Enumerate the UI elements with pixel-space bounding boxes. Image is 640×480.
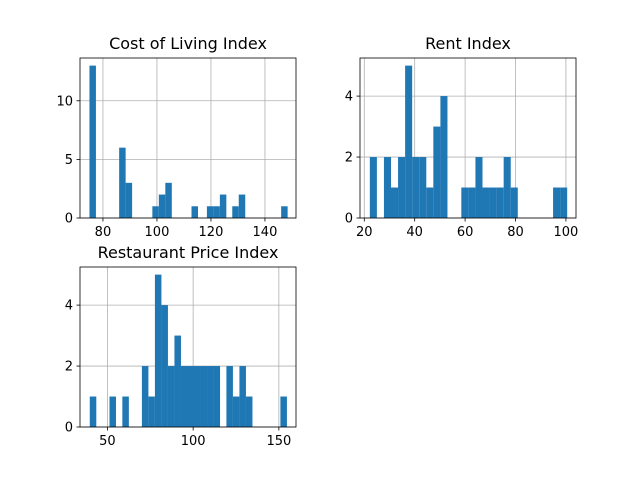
histogram-bar (238, 194, 246, 218)
histogram-bar (232, 206, 239, 218)
histogram-bar (383, 157, 392, 218)
x-axis-ticks: 50 100 150 (99, 427, 291, 449)
histogram-bar (187, 366, 194, 427)
histogram-bar (161, 305, 168, 427)
histogram-bar (482, 187, 490, 218)
histogram-bar (391, 187, 399, 218)
x-tick-label: 100 (181, 434, 206, 449)
subplot-title: Cost of Living Index (109, 34, 267, 53)
histogram-bar (560, 187, 568, 218)
histogram-bar (89, 396, 97, 427)
histogram-bar (461, 187, 469, 218)
y-tick-label: 2 (345, 151, 353, 166)
histogram-bar (89, 65, 96, 218)
histogram-bar (194, 366, 201, 427)
subplot-title: Rent Index (425, 34, 511, 53)
x-tick-label: 20 (356, 225, 373, 240)
y-tick-label: 0 (65, 421, 73, 436)
histogram-bar (496, 187, 504, 218)
x-axis-ticks: 20 40 60 80 100 (356, 218, 578, 240)
y-tick-label: 4 (345, 90, 353, 105)
histogram-bar (219, 194, 227, 218)
x-tick-label: 50 (99, 434, 116, 449)
x-tick-label: 100 (145, 225, 170, 240)
histogram-bar (489, 187, 497, 218)
x-tick-label: 80 (507, 225, 524, 240)
histogram-bar (412, 157, 420, 218)
subplot-cost-of-living: Cost of Living Index 80 100 120 140 0 5 10 (56, 34, 297, 240)
histogram-bars (89, 65, 288, 218)
subplot-rent: Rent Index 20 40 60 80 100 0 2 4 (345, 34, 579, 240)
histogram-bar (245, 396, 253, 427)
histogram-bar (167, 366, 175, 427)
y-tick-label: 0 (345, 212, 353, 227)
histogram-bar (426, 187, 434, 218)
x-tick-label: 60 (457, 225, 474, 240)
y-tick-label: 5 (65, 153, 73, 168)
histogram-bar (174, 335, 181, 427)
histogram-bar (503, 157, 511, 218)
x-tick-label: 40 (406, 225, 423, 240)
histogram-bar (440, 96, 448, 218)
x-tick-label: 150 (266, 434, 291, 449)
histogram-bar (419, 157, 427, 218)
histogram-bar (148, 396, 155, 427)
x-tick-label: 80 (95, 225, 112, 240)
histogram-bar (109, 396, 116, 427)
histogram-bar (154, 274, 162, 427)
histogram-bar (141, 366, 149, 427)
histogram-bar (200, 366, 208, 427)
histogram-bar (180, 366, 188, 427)
y-axis-ticks: 0 2 4 (345, 90, 360, 227)
subplot-restaurant-price: Restaurant Price Index 50 100 150 0 2 4 (65, 243, 297, 449)
histogram-bar (369, 157, 377, 218)
histogram-bar (280, 396, 287, 427)
histogram-bar (510, 187, 518, 218)
histogram-bars (89, 274, 287, 427)
histogram-bar (158, 194, 166, 218)
subplot-title: Restaurant Price Index (98, 243, 279, 262)
histogram-bar (122, 396, 129, 427)
histogram-bar (433, 126, 441, 218)
histogram-bar (206, 206, 214, 218)
y-axis-ticks: 0 5 10 (56, 94, 80, 227)
x-axis-ticks: 80 100 120 140 (95, 218, 278, 240)
histogram-bar (207, 366, 214, 427)
histogram-bar (213, 366, 221, 427)
histogram-bar (213, 206, 220, 218)
histogram-bars (369, 65, 568, 218)
y-axis-ticks: 0 2 4 (65, 299, 80, 436)
histogram-bar (398, 157, 406, 218)
histogram-bar (475, 157, 483, 218)
histogram-bar (191, 206, 198, 218)
y-tick-label: 4 (65, 299, 73, 314)
histogram-bar (553, 187, 561, 218)
axes-frame (359, 57, 577, 219)
axes-frame (79, 57, 297, 219)
histogram-bar (226, 366, 233, 427)
histogram-bar (405, 65, 413, 218)
x-tick-label: 120 (199, 225, 224, 240)
y-tick-label: 0 (65, 212, 73, 227)
x-tick-label: 100 (554, 225, 579, 240)
histogram-bar (281, 206, 288, 218)
y-tick-label: 10 (56, 94, 73, 109)
histogram-bar (125, 182, 133, 218)
histogram-bar (239, 366, 246, 427)
histogram-bar (468, 187, 476, 218)
histogram-bar (152, 206, 159, 218)
x-tick-label: 140 (253, 225, 278, 240)
axes-frame (79, 266, 297, 428)
histogram-bar (119, 147, 126, 218)
histogram-bar (165, 182, 172, 218)
histogram-bar (232, 396, 240, 427)
y-tick-label: 2 (65, 360, 73, 375)
